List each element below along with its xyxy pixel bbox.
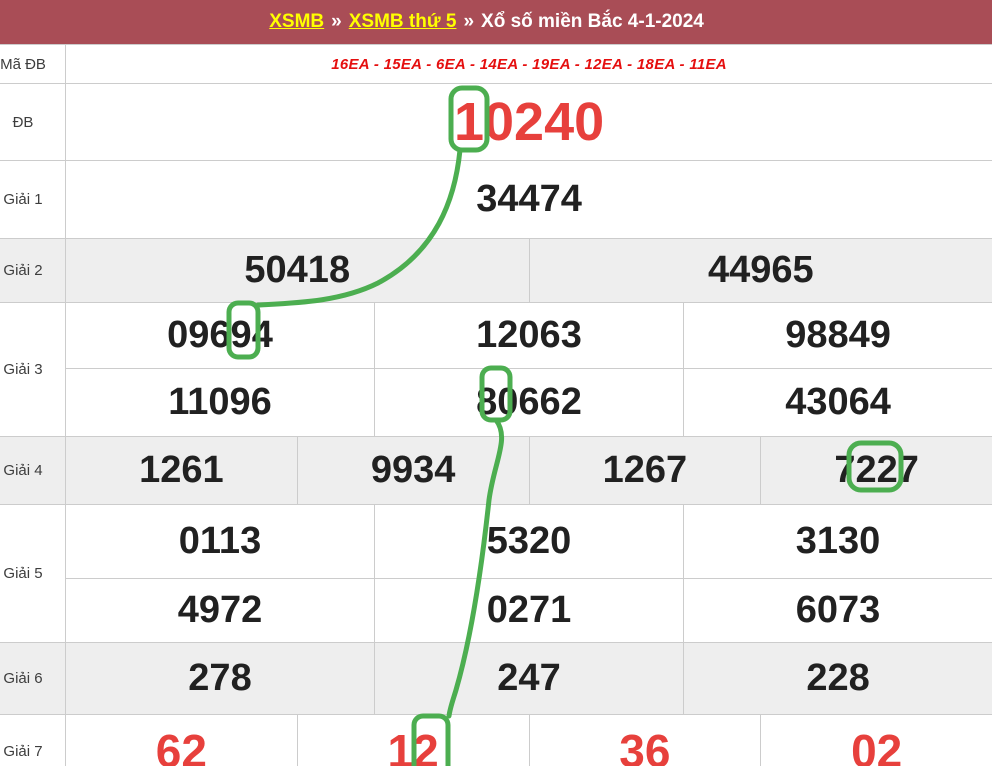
prize-number: 6073 [682, 578, 992, 643]
prize-label-giai-6: Giải 6 [0, 642, 66, 715]
prize-number: 09694 [65, 302, 375, 369]
row-giai-4: Giải 4 1261 9934 1267 7227 [0, 436, 992, 505]
prize-number: 278 [65, 642, 375, 715]
prize-number: 02 [760, 714, 992, 766]
prize-number: 1267 [528, 436, 762, 505]
breadcrumb-link-xsmb-thu-5[interactable]: XSMB thứ 5 [348, 11, 457, 32]
row-giai-2: Giải 2 50418 44965 [0, 238, 992, 303]
row-giai-3-line-2: 11096 80662 43064 [0, 368, 992, 437]
prize-number: 12 [296, 714, 530, 766]
prize-label-giai-3: Giải 3 [0, 302, 66, 437]
row-db: ĐB 10240 [0, 83, 992, 161]
prize-number: 43064 [682, 368, 992, 437]
row-giai-5-line-2: 4972 0271 6073 [0, 578, 992, 643]
prize-number: 34474 [64, 160, 992, 239]
prize-number: 4972 [65, 578, 375, 643]
prize-number: 36 [528, 714, 762, 766]
breadcrumb-separator: » [463, 11, 475, 32]
prize-label-giai-5: Giải 5 [0, 504, 66, 643]
special-code-value: 16EA - 15EA - 6EA - 14EA - 19EA - 12EA -… [64, 44, 992, 84]
row-giai-6: Giải 6 278 247 228 [0, 642, 992, 715]
breadcrumb-link-xsmb[interactable]: XSMB [269, 11, 325, 32]
prize-number: 80662 [374, 368, 684, 437]
prize-number-db: 10240 [64, 83, 992, 161]
breadcrumb-bar: XSMB » XSMB thứ 5 » Xổ số miền Bắc 4-1-2024 [0, 0, 992, 45]
prize-number: 98849 [682, 302, 992, 369]
prize-label-giai-1: Giải 1 [0, 160, 66, 239]
row-ma-db: Mã ĐB 16EA - 15EA - 6EA - 14EA - 19EA - … [0, 44, 992, 84]
prize-number: 228 [682, 642, 992, 715]
breadcrumb: XSMB » XSMB thứ 5 » Xổ số miền Bắc 4-1-2024 [0, 0, 992, 45]
row-giai-7: Giải 7 62 12 36 02 [0, 714, 992, 766]
prize-number: 247 [374, 642, 684, 715]
prize-label-giai-4: Giải 4 [0, 436, 66, 505]
prize-number: 7227 [760, 436, 992, 505]
prize-number: 3130 [682, 504, 992, 579]
prize-number: 0113 [65, 504, 375, 579]
prize-number: 1261 [65, 436, 298, 505]
prize-number: 11096 [65, 368, 375, 437]
row-giai-5-line-1: Giải 5 0113 5320 3130 [0, 504, 992, 643]
prize-number: 0271 [374, 578, 684, 643]
prize-label-giai-7: Giải 7 [0, 714, 66, 766]
prize-number: 62 [65, 714, 298, 766]
prize-number: 9934 [296, 436, 530, 505]
prize-number: 50418 [65, 238, 530, 303]
prize-label-giai-2: Giải 2 [0, 238, 66, 303]
breadcrumb-separator: » [331, 11, 342, 32]
prize-label-ma-db: Mã ĐB [0, 44, 66, 84]
row-giai-1: Giải 1 34474 [0, 160, 992, 239]
prize-label-db: ĐB [0, 83, 66, 161]
page-title: Xổ số miền Bắc 4-1-2024 [481, 11, 704, 32]
prize-number: 12063 [374, 302, 684, 369]
prize-number: 44965 [528, 238, 992, 303]
prize-number: 5320 [374, 504, 684, 579]
row-giai-3-line-1: Giải 3 09694 12063 98849 [0, 302, 992, 437]
